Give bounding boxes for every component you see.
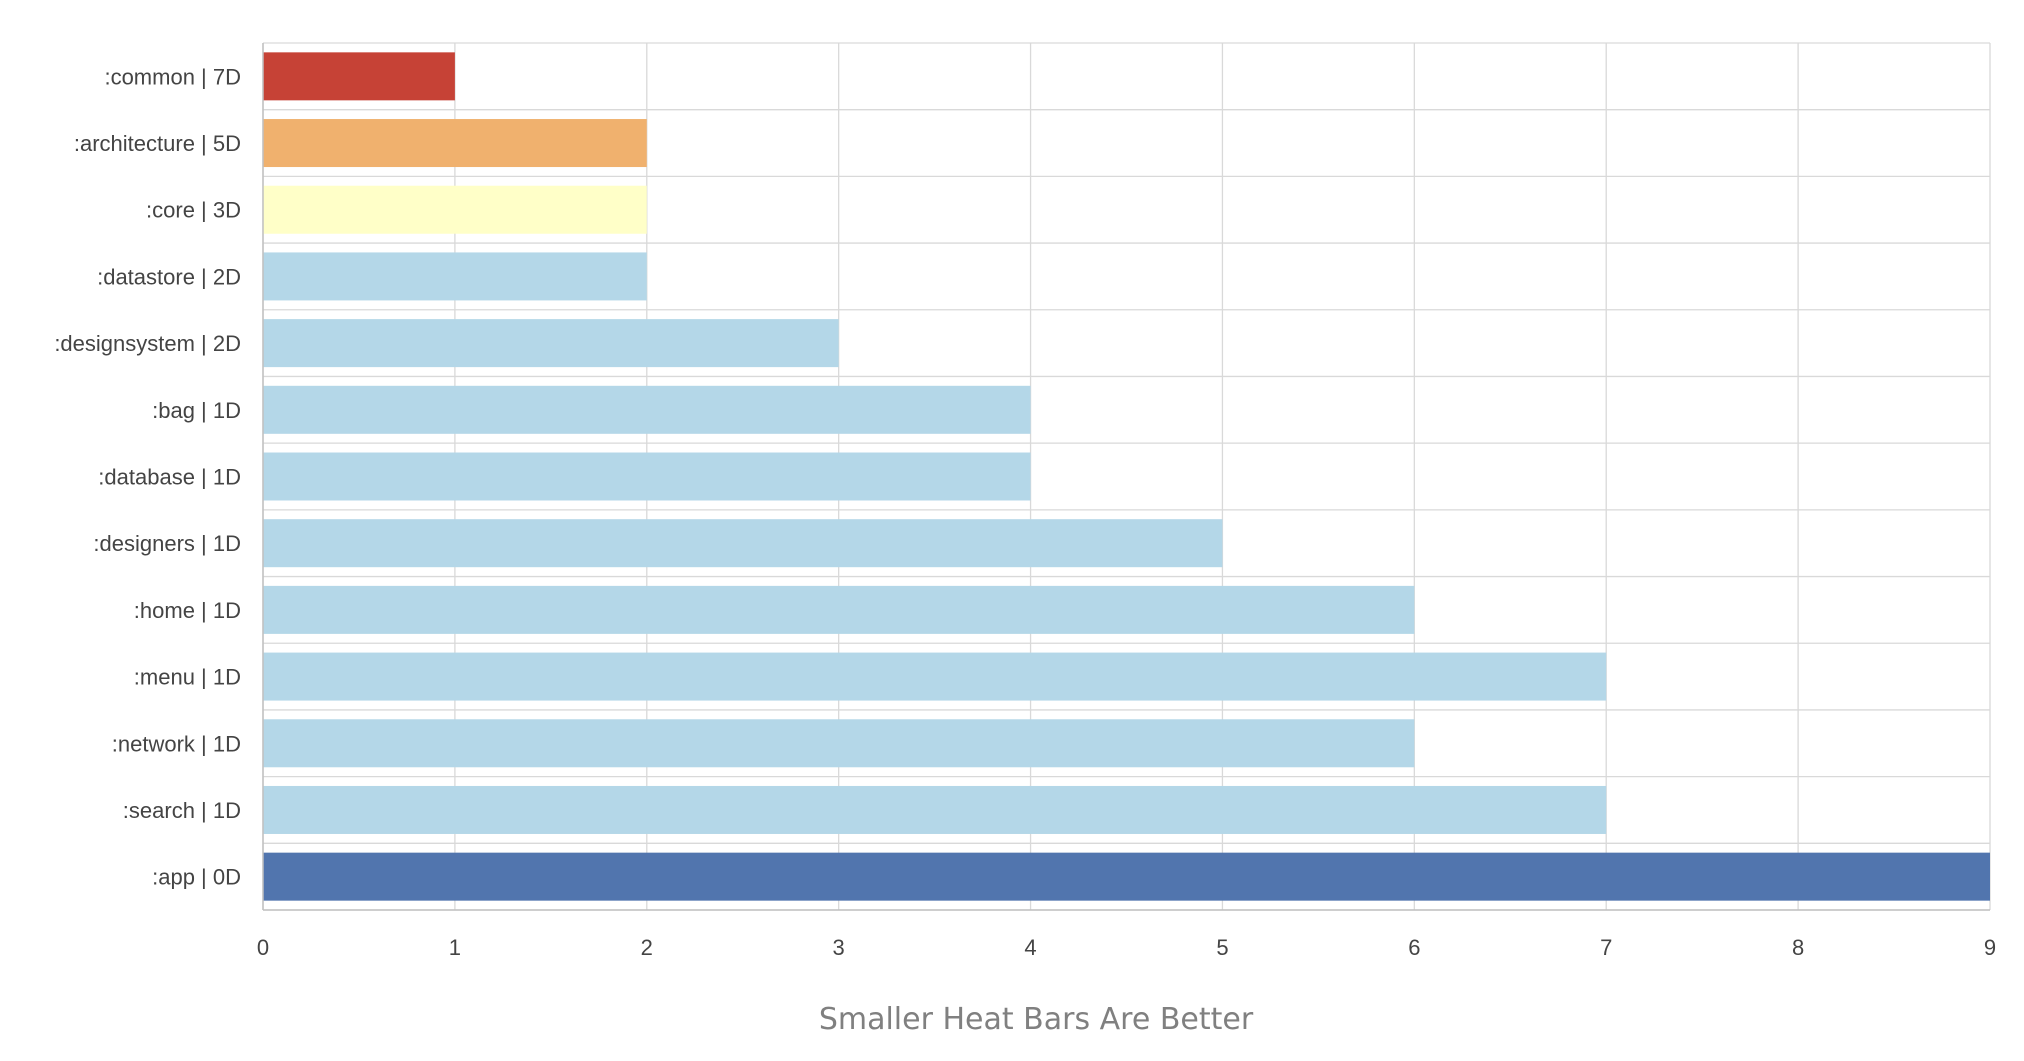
bar-9[interactable] <box>263 652 1607 701</box>
category-label-1: :architecture | 5D <box>74 131 241 156</box>
axis-layer <box>262 43 1990 911</box>
x-tick-label-7: 7 <box>1600 935 1612 960</box>
grid-layer <box>262 42 1991 911</box>
x-tick-label-1: 1 <box>449 935 461 960</box>
x-tick-label-6: 6 <box>1408 935 1420 960</box>
category-label-11: :search | 1D <box>123 798 241 823</box>
category-label-9: :menu | 1D <box>134 665 241 690</box>
bar-layer <box>263 52 1990 901</box>
bar-2[interactable] <box>263 185 647 234</box>
x-tick-label-5: 5 <box>1216 935 1228 960</box>
x-tick-label-9: 9 <box>1984 935 1996 960</box>
bar-6[interactable] <box>263 452 1031 501</box>
bar-3[interactable] <box>263 252 647 301</box>
x-axis-title: Smaller Heat Bars Are Better <box>819 1002 1254 1037</box>
bar-5[interactable] <box>263 385 1031 434</box>
x-tick-label-3: 3 <box>833 935 845 960</box>
bar-4[interactable] <box>263 319 839 368</box>
tick-label-layer: 0 1 2 3 4 5 6 7 8 9 <box>257 935 1996 960</box>
category-label-7: :designers | 1D <box>93 531 241 556</box>
x-tick-label-0: 0 <box>257 935 269 960</box>
category-label-5: :bag | 1D <box>152 398 241 423</box>
bar-12[interactable] <box>263 852 1990 901</box>
bar-11[interactable] <box>263 785 1607 834</box>
category-label-12: :app | 0D <box>152 865 241 890</box>
category-label-4: :designsystem | 2D <box>54 331 241 356</box>
bar-1[interactable] <box>263 119 647 168</box>
category-label-2: :core | 3D <box>146 198 241 223</box>
category-label-0: :common | 7D <box>104 64 241 89</box>
bar-8[interactable] <box>263 585 1415 634</box>
category-label-8: :home | 1D <box>134 598 241 623</box>
x-tick-label-4: 4 <box>1024 935 1036 960</box>
bar-10[interactable] <box>263 719 1415 768</box>
category-label-10: :network | 1D <box>112 731 241 756</box>
bar-7[interactable] <box>263 519 1223 568</box>
x-tick-label-2: 2 <box>641 935 653 960</box>
x-tick-label-8: 8 <box>1792 935 1804 960</box>
category-label-3: :datastore | 2D <box>97 264 241 289</box>
category-label-6: :database | 1D <box>98 465 241 490</box>
category-label-layer: :common | 7D :architecture | 5D :core | 3D… <box>54 64 241 889</box>
bar-0[interactable] <box>263 52 455 101</box>
